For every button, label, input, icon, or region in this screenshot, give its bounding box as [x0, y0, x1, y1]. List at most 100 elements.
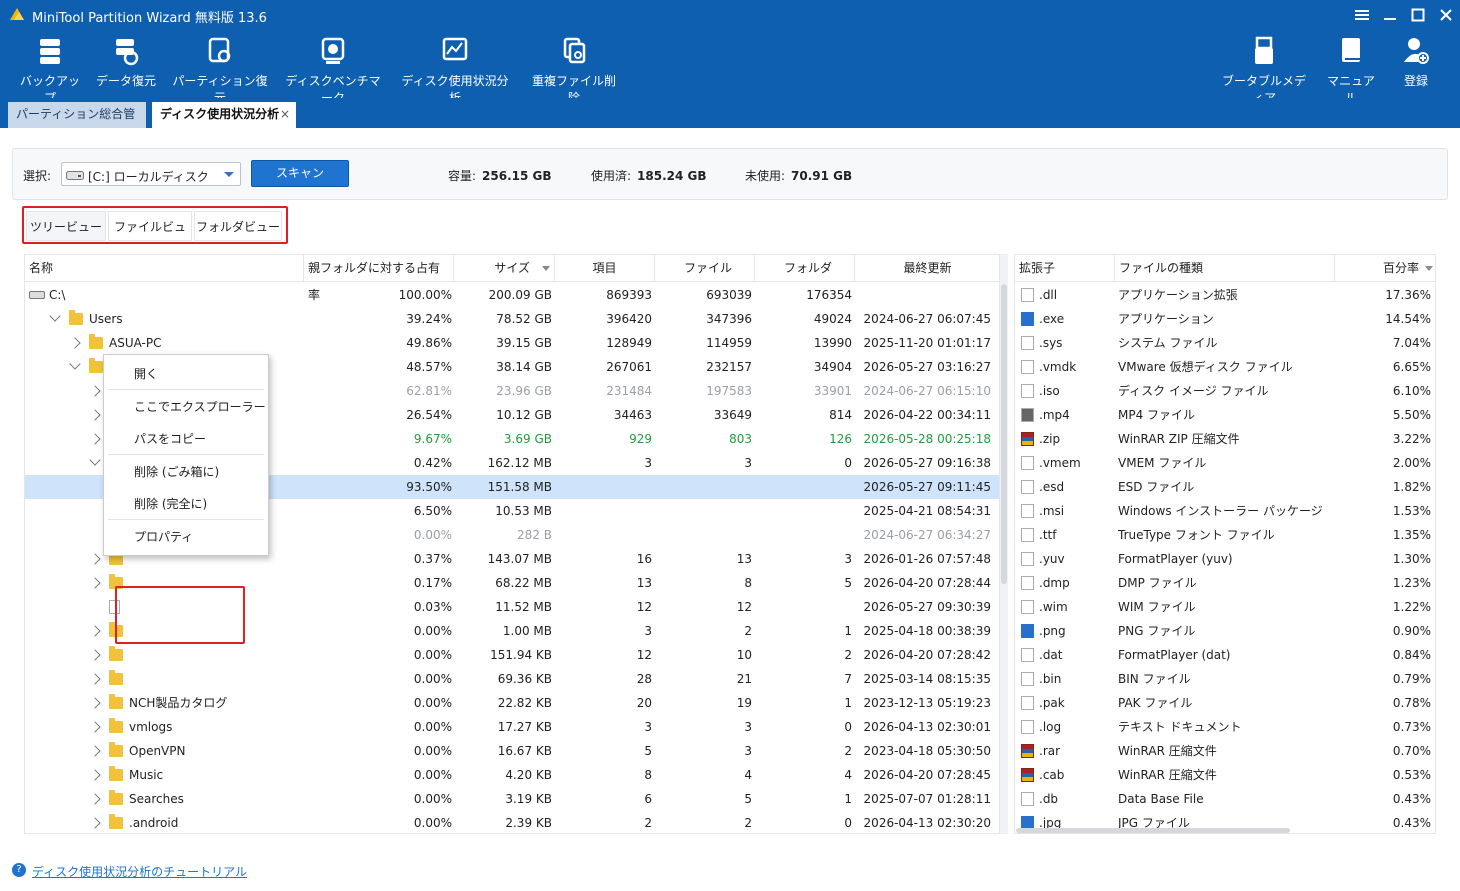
col-name[interactable]: 名称 — [25, 255, 304, 282]
duplicate-file-remover-button[interactable]: 重複ファイル削除 — [528, 36, 620, 105]
drive-dropdown[interactable]: [C:] ローカルディスク — [61, 162, 241, 186]
chevron-right-icon[interactable] — [89, 433, 101, 445]
extension-hscrollbar-thumb[interactable] — [1016, 828, 1290, 833]
chevron-right-icon[interactable] — [89, 817, 101, 829]
chevron-right-icon[interactable] — [89, 649, 101, 661]
menu-open[interactable]: 開く — [134, 367, 159, 381]
list-item[interactable]: .db Data Base File 0.43% — [1015, 787, 1435, 811]
list-item[interactable]: .exe アプリケーション 14.54% — [1015, 307, 1435, 331]
list-item[interactable]: .cab WinRAR 圧縮文件 0.53% — [1015, 763, 1435, 787]
minimize-icon[interactable] — [1378, 4, 1402, 26]
list-item[interactable]: .wim WIM ファイル 1.22% — [1015, 595, 1435, 619]
chevron-right-icon[interactable] — [89, 793, 101, 805]
menu-delete-permanent[interactable]: 削除 (完全に) — [134, 497, 208, 511]
list-item[interactable]: .log テキスト ドキュメント 0.73% — [1015, 715, 1435, 739]
chevron-down-icon[interactable] — [49, 310, 61, 322]
disk-usage-analyzer-button[interactable]: ディスク使用状況分析 — [396, 36, 514, 105]
tab-folder-view[interactable]: フォルダビュー — [194, 211, 282, 241]
list-item[interactable]: .rar WinRAR 圧縮文件 0.70% — [1015, 739, 1435, 763]
tutorial-link[interactable]: ディスク使用状況分析のチュートリアル — [32, 865, 248, 879]
menu-copy-path[interactable]: パスをコピー — [134, 432, 207, 446]
col-size[interactable]: サイズ — [454, 255, 555, 282]
extension-hscrollbar[interactable] — [1016, 828, 1436, 834]
tab-file-view[interactable]: ファイルビュー — [108, 211, 192, 264]
list-item[interactable]: .pak PAK ファイル 0.78% — [1015, 691, 1435, 715]
manual-button[interactable]: マニュアル — [1322, 36, 1380, 105]
table-row[interactable]: OpenVPN 0.00% 16.67 KB 5 3 2 2023-04-18 05:30:… — [25, 739, 999, 763]
table-row[interactable]: 6.50% 10.53 MB 2025-04-21 08:54:31 — [25, 499, 999, 523]
tree-scrollbar-thumb[interactable] — [1001, 284, 1007, 584]
list-item[interactable]: .msi Windows インストーラー パッケージ 1.53% — [1015, 499, 1435, 523]
list-item[interactable]: .zip WinRAR ZIP 圧縮文件 3.22% — [1015, 427, 1435, 451]
table-row[interactable]: C:\ 100.00% 200.09 GB 869393 693039 176354 — [25, 283, 999, 307]
chevron-right-icon[interactable] — [89, 721, 101, 733]
list-item[interactable]: .bin BIN ファイル 0.79% — [1015, 667, 1435, 691]
chevron-right-icon[interactable] — [89, 673, 101, 685]
table-row[interactable]: 0.00% 1.00 MB 3 2 1 2025-04-18 00:38:39 — [25, 619, 999, 643]
list-item[interactable]: .vmdk VMware 仮想ディスク ファイル 6.65% — [1015, 355, 1435, 379]
bootable-media-button[interactable]: ブータブルメディア — [1218, 36, 1310, 105]
backup-button[interactable]: バックアップ — [20, 36, 80, 105]
scan-button[interactable]: スキャン — [251, 160, 349, 187]
menu-icon[interactable] — [1350, 4, 1374, 26]
table-row[interactable]: .android 0.00% 2.39 KB 2 2 0 2026-04-13 02:30:… — [25, 811, 999, 833]
chevron-down-icon[interactable] — [69, 358, 81, 370]
chevron-right-icon[interactable] — [89, 625, 101, 637]
chevron-right-icon[interactable] — [69, 337, 81, 349]
table-row[interactable]: ASUA-PC 49.86% 39.15 GB 128949 114959 13990 20… — [25, 331, 999, 355]
close-icon[interactable] — [1434, 4, 1458, 26]
disk-benchmark-button[interactable]: ディスクベンチマーク — [282, 36, 384, 105]
table-row[interactable]: 0.03% 11.52 MB 12 12 2026-05-27 09:30:39 — [25, 595, 999, 619]
list-item[interactable]: .esd ESD ファイル 1.82% — [1015, 475, 1435, 499]
col-percent[interactable]: 親フォルダに対する占有率 — [304, 255, 454, 302]
table-row[interactable]: Users 39.24% 78.52 GB 396420 347396 49024 2024… — [25, 307, 999, 331]
list-item[interactable]: .jpg JPG ファイル 0.43% — [1015, 811, 1435, 833]
list-item[interactable]: .dll アプリケーション拡張 17.36% — [1015, 283, 1435, 307]
table-row[interactable]: Searches 0.00% 3.19 KB 6 5 1 2025-07-07 01:28:… — [25, 787, 999, 811]
chevron-down-icon[interactable] — [89, 454, 101, 466]
table-row[interactable]: vmlogs 0.00% 17.27 KB 3 3 0 2026-04-13 02:30:0… — [25, 715, 999, 739]
col-ext-percent[interactable]: 百分率 — [1382, 261, 1419, 275]
list-item[interactable]: .ttf TrueType フォント ファイル 1.35% — [1015, 523, 1435, 547]
chevron-right-icon[interactable] — [89, 769, 101, 781]
tree-scrollbar[interactable] — [1000, 254, 1008, 834]
table-row[interactable]: 0.17% 68.22 MB 13 8 5 2026-04-20 07:28:44 — [25, 571, 999, 595]
list-item[interactable]: .iso ディスク イメージ ファイル 6.10% — [1015, 379, 1435, 403]
col-modified[interactable]: 最終更新 — [855, 255, 999, 282]
table-row[interactable]: Music 0.00% 4.20 KB 8 4 4 2026-04-20 07:28:45 — [25, 763, 999, 787]
list-item[interactable]: .png PNG ファイル 0.90% — [1015, 619, 1435, 643]
chevron-right-icon[interactable] — [89, 385, 101, 397]
chevron-right-icon[interactable] — [89, 553, 101, 565]
chevron-right-icon[interactable] — [89, 577, 101, 589]
chevron-right-icon[interactable] — [89, 745, 101, 757]
list-item[interactable]: .dat FormatPlayer (dat) 0.84% — [1015, 643, 1435, 667]
col-items[interactable]: 項目 — [555, 255, 655, 282]
data-recovery-button[interactable]: データ復元 — [94, 36, 158, 96]
col-folders[interactable]: フォルダ — [755, 255, 855, 282]
tab-disk-usage[interactable]: ディスク使用状況分析 × — [152, 102, 296, 128]
table-row[interactable]: 0.00% 151.94 KB 12 10 2 2026-04-20 07:28:42 — [25, 643, 999, 667]
list-item[interactable]: .dmp DMP ファイル 1.23% — [1015, 571, 1435, 595]
menu-delete-recycle[interactable]: 削除 (ごみ箱に) — [134, 465, 220, 479]
menu-properties[interactable]: プロパティ — [134, 530, 194, 544]
tab-partition-management[interactable]: パーティション総合管理 — [8, 102, 146, 146]
table-row[interactable]: NCH製品カタログ 0.00% 22.82 KB 20 19 1 2023-12-13 05… — [25, 691, 999, 715]
partition-recovery-button[interactable]: パーティション復元 — [172, 36, 268, 105]
col-file-type[interactable]: ファイルの種類 — [1115, 255, 1335, 282]
maximize-icon[interactable] — [1406, 4, 1430, 26]
chevron-right-icon[interactable] — [89, 409, 101, 421]
menu-open-explorer[interactable]: ここでエクスプローラー — [134, 400, 266, 414]
list-item[interactable]: .mp4 MP4 ファイル 5.50% — [1015, 403, 1435, 427]
col-extension[interactable]: 拡張子 — [1015, 255, 1115, 282]
table-row[interactable]: 0.37% 143.07 MB 16 13 3 2026-01-26 07:57:48 — [25, 547, 999, 571]
table-row[interactable]: 0.00% 282 B 2024-06-27 06:34:27 — [25, 523, 999, 547]
table-row[interactable]: 0.00% 69.36 KB 28 21 7 2025-03-14 08:15:35 — [25, 667, 999, 691]
col-files[interactable]: ファイル — [655, 255, 755, 282]
list-item[interactable]: .vmem VMEM ファイル 2.00% — [1015, 451, 1435, 475]
list-item[interactable]: .sys システム ファイル 7.04% — [1015, 331, 1435, 355]
tab-tree-view[interactable]: ツリービュー — [26, 211, 106, 241]
chevron-right-icon[interactable] — [89, 697, 101, 709]
register-button[interactable]: 登録 — [1396, 36, 1436, 96]
list-item[interactable]: .yuv FormatPlayer (yuv) 1.30% — [1015, 547, 1435, 571]
